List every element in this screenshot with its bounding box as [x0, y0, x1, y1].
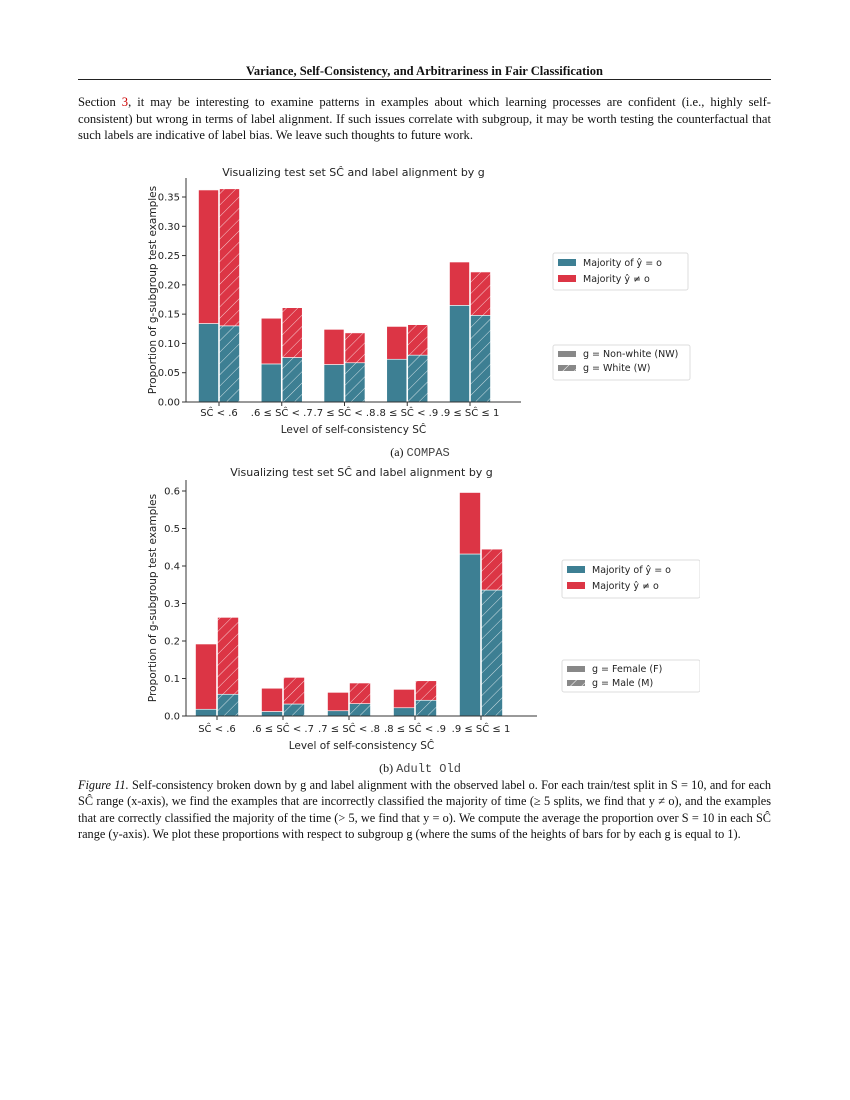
bar-hatch: [470, 271, 491, 402]
bar-majority-incorrect: [261, 687, 283, 712]
x-tick-label: .6 ≤ SĈ < .7: [251, 406, 313, 419]
bar-majority-incorrect: [449, 261, 470, 306]
figure-caption-text: Self-consistency broken down by g and la…: [78, 778, 771, 841]
y-tick-label: 0.1: [164, 674, 180, 685]
chart-title: Visualizing test set SĈ and label alignm…: [222, 166, 485, 179]
body-text-rest: , it may be interesting to examine patte…: [78, 95, 771, 142]
bar-hatch: [217, 617, 239, 716]
subcaption-dataset: COMPAS: [406, 446, 450, 460]
chart-compas: Visualizing test set SĈ and label alignm…: [147, 166, 691, 436]
legend-label: Majority of ŷ = o: [592, 565, 671, 576]
bar-hatch: [282, 307, 303, 402]
x-tick-label: .7 ≤ SĈ < .8: [314, 406, 376, 419]
figure-label: Figure 11.: [78, 778, 129, 792]
y-tick-label: 0.15: [158, 310, 180, 321]
x-tick-label: .7 ≤ SĈ < .8: [318, 722, 380, 735]
header-rule: [78, 79, 771, 80]
legend-label: Majority ŷ ≠ o: [583, 274, 650, 285]
bar-majority-incorrect: [260, 317, 282, 365]
bar-hatch: [219, 188, 240, 402]
x-tick-label: .8 ≤ SĈ < .9: [376, 406, 438, 419]
legend-stack-box: [561, 559, 700, 599]
y-tick-label: 0.25: [158, 251, 180, 262]
bar-majority-incorrect: [459, 492, 481, 555]
x-tick-label: SĈ < .6: [200, 406, 238, 419]
bar-hatch: [345, 332, 365, 402]
x-tick-label: .9 ≤ SĈ ≤ 1: [441, 406, 500, 419]
y-tick-label: 0.10: [158, 339, 180, 350]
bar-majority-incorrect: [323, 329, 345, 365]
legend-swatch: [558, 259, 576, 266]
bar-hatch: [481, 549, 503, 716]
bar-majority-correct: [261, 711, 283, 717]
bar-majority-incorrect: [198, 189, 219, 324]
subcaption-b: (b) Adult Old: [140, 761, 700, 776]
running-title: Variance, Self-Consistency, and Arbitrar…: [246, 64, 603, 78]
y-tick-label: 0.3: [164, 599, 180, 610]
y-tick-label: 0.4: [164, 562, 180, 573]
bar-majority-correct: [195, 708, 217, 717]
legend-label: Majority of ŷ = o: [583, 258, 662, 269]
bar-majority-incorrect: [386, 326, 408, 360]
legend-swatch: [567, 566, 585, 573]
bar-hatch: [283, 677, 305, 716]
section-link[interactable]: 3: [121, 95, 129, 109]
figure-caption: Figure 11. Self-consistency broken down …: [78, 777, 771, 842]
y-axis-label: Proportion of g-subgroup test examples: [147, 186, 159, 394]
y-tick-label: 0.00: [158, 398, 180, 409]
legend-swatch: [558, 351, 576, 357]
legend-stack-box: [552, 252, 689, 291]
legend-group-box: [561, 659, 700, 693]
legend-swatch: [567, 582, 585, 589]
legend-swatch: [558, 275, 576, 282]
legend-label: g = Non-white (NW): [583, 349, 678, 360]
body-paragraph: Section 3, it may be interesting to exam…: [78, 94, 771, 144]
bar-hatch: [407, 324, 428, 402]
x-axis-label: Level of self-consistency SĈ: [281, 423, 427, 436]
y-tick-label: 0.2: [164, 637, 180, 648]
legend-label: Majority ŷ ≠ o: [592, 581, 659, 592]
x-tick-label: .9 ≤ SĈ ≤ 1: [452, 722, 511, 735]
subcaption-a: (a) COMPAS: [140, 445, 700, 460]
bar-majority-correct: [198, 323, 219, 403]
bar-majority-incorrect: [327, 692, 349, 712]
subcaption-label: (b): [379, 761, 397, 775]
legend-label: g = Female (F): [592, 664, 662, 675]
bar-majority-correct: [323, 364, 345, 403]
x-tick-label: SĈ < .6: [198, 722, 236, 735]
bar-majority-correct: [386, 358, 408, 403]
bar-hatch: [349, 683, 371, 716]
y-tick-label: 0.5: [164, 524, 180, 535]
subcaption-label: (a): [390, 445, 407, 459]
legend-hatch: [567, 680, 585, 686]
y-tick-label: 0.05: [158, 368, 180, 379]
chart-title: Visualizing test set SĈ and label alignm…: [230, 466, 493, 479]
x-tick-label: .8 ≤ SĈ < .9: [384, 722, 446, 735]
legend-label: g = White (W): [583, 363, 650, 374]
legend-label: g = Male (M): [592, 678, 653, 689]
bar-majority-incorrect: [195, 643, 217, 710]
y-tick-label: 0.6: [164, 487, 180, 498]
x-axis-label: Level of self-consistency SĈ: [289, 739, 435, 752]
x-tick-label: .6 ≤ SĈ < .7: [252, 722, 314, 735]
legend-group-box: [552, 344, 691, 381]
bar-majority-correct: [327, 710, 349, 717]
y-tick-label: 0.30: [158, 222, 180, 233]
bar-majority-correct: [449, 305, 470, 403]
bar-majority-correct: [459, 553, 481, 717]
chart-adult-old: Visualizing test set SĈ and label alignm…: [147, 466, 700, 752]
subcaption-dataset: Adult Old: [396, 762, 461, 776]
y-tick-label: 0.35: [158, 193, 180, 204]
y-tick-label: 0.20: [158, 280, 180, 291]
bar-majority-incorrect: [393, 689, 415, 709]
y-axis-label: Proportion of g-subgroup test examples: [147, 494, 159, 702]
legend-swatch: [567, 666, 585, 672]
bar-majority-correct: [393, 707, 415, 717]
bar-majority-correct: [260, 363, 282, 403]
bar-hatch: [415, 680, 437, 716]
y-tick-label: 0.0: [164, 712, 180, 723]
legend-hatch: [558, 365, 576, 371]
body-text-start: Section: [78, 95, 122, 109]
